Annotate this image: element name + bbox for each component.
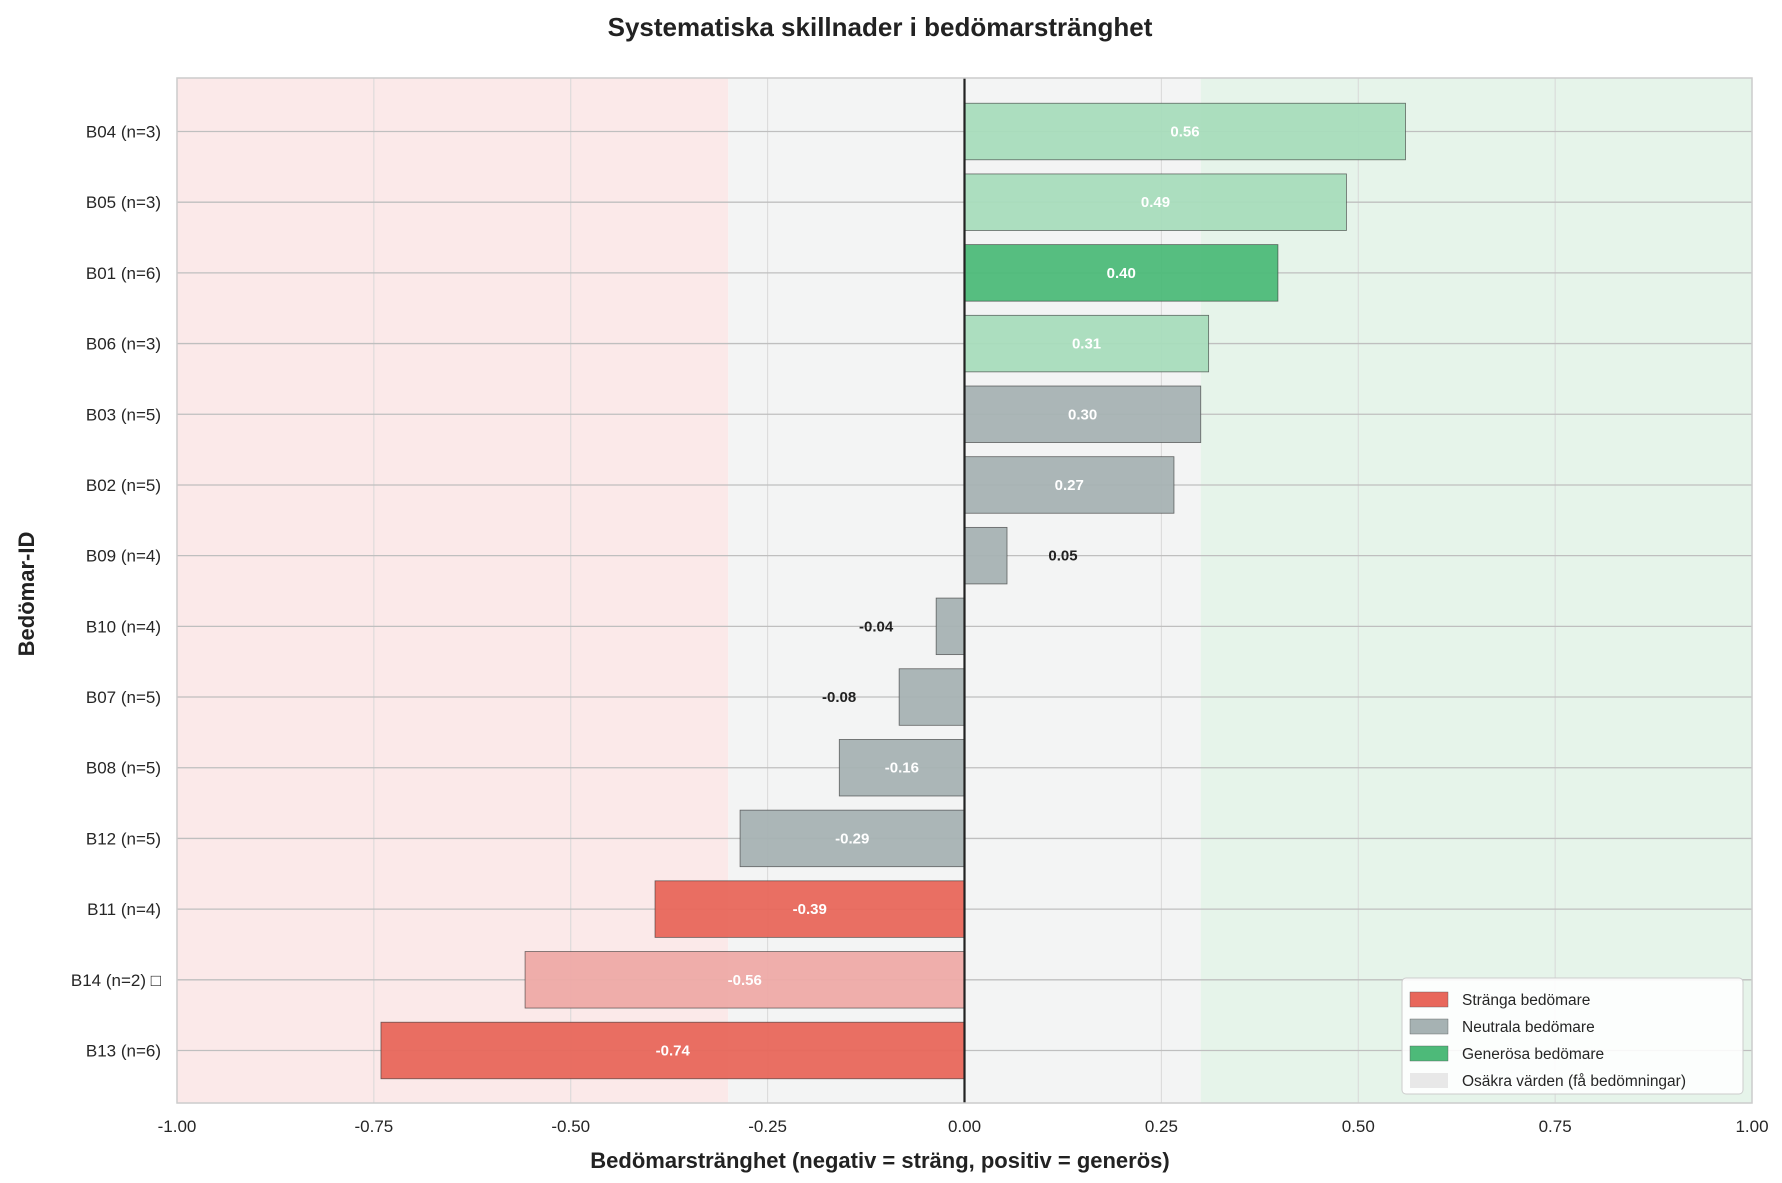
legend-entry: Neutrala bedömare [1462,1019,1595,1036]
y-tick-label: B09 (n=4) [86,547,161,566]
x-tick-label: -0.50 [551,1117,590,1136]
y-tick-label: B06 (n=3) [86,335,161,354]
background-zone [177,78,729,1103]
bar [964,526,1008,585]
chart-title: Systematiska skillnader i bedömarsträngh… [608,12,1153,42]
bar-value-label: -0.74 [656,1042,691,1059]
legend-entry: Stränga bedömare [1462,992,1590,1009]
y-tick-label: B11 (n=4) [87,900,161,919]
y-tick-label: B04 (n=3) [86,123,161,142]
legend-box [1401,977,1744,1095]
bar-value-label: 0.27 [1055,477,1084,494]
bar [964,385,1202,443]
bars: 0.56 0.49 0.40 0.31 0.30 0.27 0.05 -0.04 -0.08 -0… [380,102,1406,1080]
legend: Stränga bedömare Neutrala bedömare Generös… [1401,977,1744,1095]
legend-swatch [1410,1073,1448,1088]
bar-value-label: 0.56 [1170,124,1199,141]
bar [964,102,1406,161]
background-zone [1200,78,1752,1103]
y-tick-label: B05 (n=3) [86,193,161,212]
y-tick-label: B13 (n=6) [86,1041,161,1060]
legend-entry: Generösa bedömare [1462,1046,1604,1063]
bar-value-label: -0.04 [859,618,894,635]
legend-swatch [1409,1045,1449,1062]
bar-value-label: 0.05 [1048,548,1077,565]
bar-value-label: -0.08 [822,689,856,706]
bar [739,809,965,868]
bar-value-label: -0.56 [728,972,762,989]
y-tick-label: B10 (n=4) [86,617,161,636]
legend-swatch [1409,1018,1449,1035]
y-tick-label: B02 (n=5) [86,476,161,495]
bar-value-label: 0.31 [1072,336,1101,353]
y-tick-label: B01 (n=6) [86,264,161,283]
y-tick-label: B14 (n=2) □ [71,971,161,990]
bar [964,314,1210,373]
x-tick-label: -0.25 [748,1117,787,1136]
x-tick-label: 0.50 [1342,1117,1375,1136]
y-tick-label: B12 (n=5) [86,829,161,848]
y-tick-label: B07 (n=5) [86,688,161,707]
bar [964,173,1347,231]
bar-value-label: -0.29 [835,830,869,847]
x-tick-labels: -1.00 -0.75 -0.50 -0.25 0.00 0.25 0.50 0.75 1.00 [158,1117,1769,1136]
bar [964,244,1279,302]
bar-value-label: 0.49 [1141,194,1170,211]
x-tick-label: -1.00 [158,1117,197,1136]
x-tick-label: -0.75 [355,1117,394,1136]
y-tick-labels: B04 (n=3) B05 (n=3) B01 (n=6) B06 (n=3) B03 … [71,123,161,1061]
y-tick-label: B03 (n=5) [86,405,161,424]
bar-value-label: -0.39 [793,901,827,918]
bar [898,668,965,726]
x-tick-label: 0.75 [1539,1117,1572,1136]
bar [654,880,965,938]
legend-entry: Osäkra värden (få bedömningar) [1462,1073,1686,1090]
x-axis-label: Bedömarstränghet (negativ = sträng, posi… [590,1148,1169,1173]
bar [838,739,965,797]
x-tick-label: 0.00 [948,1117,981,1136]
bar [935,597,965,656]
y-tick-label: B08 (n=5) [86,759,161,778]
plot-frame [176,77,1753,1104]
bar-value-label: -0.16 [885,760,919,777]
bar-value-label: 0.40 [1107,265,1136,282]
bar-value-label: 0.30 [1068,406,1097,423]
x-tick-label: 1.00 [1735,1117,1768,1136]
bar [524,951,965,1009]
bar [964,456,1175,514]
x-tick-label: 0.25 [1145,1117,1178,1136]
legend-swatch [1409,991,1449,1008]
bar [380,1021,965,1080]
y-axis-label: Bedömar-ID [14,532,39,657]
